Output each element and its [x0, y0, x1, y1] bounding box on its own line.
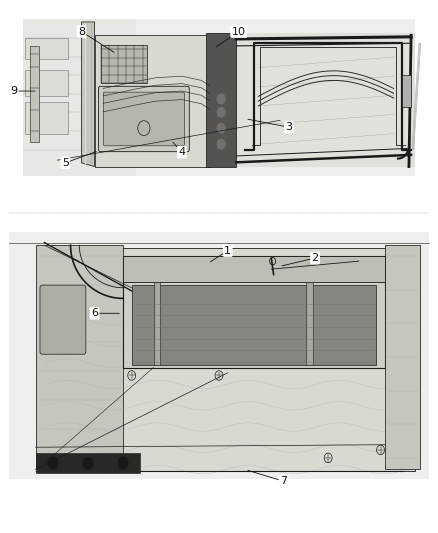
Polygon shape — [22, 19, 136, 176]
Bar — [25, 38, 68, 59]
Circle shape — [48, 457, 58, 470]
Bar — [25, 70, 68, 96]
Circle shape — [217, 123, 226, 134]
Polygon shape — [206, 33, 237, 166]
Text: 4: 4 — [178, 147, 185, 157]
Circle shape — [217, 94, 226, 104]
Text: 10: 10 — [232, 27, 246, 37]
FancyBboxPatch shape — [40, 285, 86, 354]
Polygon shape — [95, 35, 210, 166]
Bar — [30, 46, 39, 142]
Polygon shape — [22, 19, 416, 176]
Polygon shape — [123, 256, 385, 368]
Polygon shape — [35, 245, 123, 469]
Text: 1: 1 — [224, 246, 231, 255]
Bar — [306, 282, 313, 365]
Circle shape — [217, 139, 226, 150]
Circle shape — [83, 457, 93, 470]
FancyBboxPatch shape — [103, 92, 184, 146]
Text: 7: 7 — [280, 477, 287, 486]
Bar — [153, 282, 160, 365]
Polygon shape — [44, 248, 416, 471]
Text: 5: 5 — [62, 158, 69, 168]
Polygon shape — [237, 33, 416, 166]
Text: 2: 2 — [311, 253, 318, 263]
Circle shape — [118, 457, 128, 470]
Text: 9: 9 — [10, 86, 18, 96]
Polygon shape — [132, 285, 376, 365]
Polygon shape — [10, 232, 428, 479]
Text: 6: 6 — [91, 308, 98, 318]
FancyBboxPatch shape — [99, 86, 189, 152]
Polygon shape — [123, 256, 385, 282]
Polygon shape — [35, 453, 141, 473]
Bar — [25, 102, 68, 134]
Circle shape — [217, 107, 226, 118]
Text: 3: 3 — [286, 122, 292, 132]
Bar — [403, 75, 411, 107]
Bar — [101, 45, 147, 83]
Polygon shape — [385, 245, 420, 469]
Polygon shape — [81, 22, 95, 166]
Text: 8: 8 — [78, 27, 85, 37]
